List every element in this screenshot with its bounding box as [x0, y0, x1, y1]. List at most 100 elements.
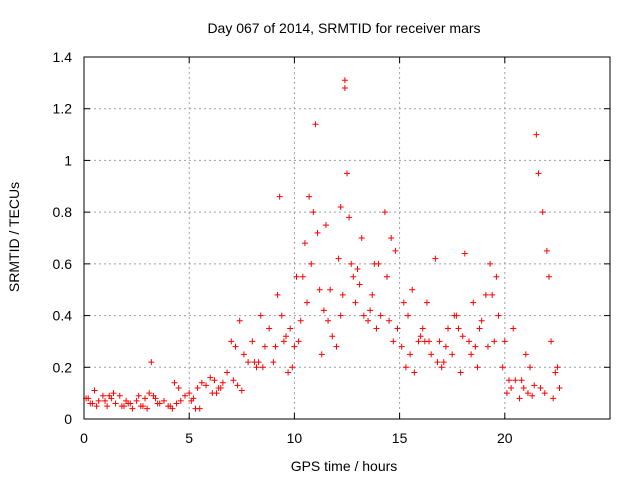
- data-point: [327, 286, 334, 293]
- y-tick-label: 0.2: [53, 359, 73, 375]
- data-point: [207, 374, 214, 381]
- data-point: [472, 343, 479, 350]
- data-point: [253, 364, 260, 371]
- data-point: [449, 351, 456, 358]
- x-tick-label: 0: [80, 430, 88, 446]
- data-point: [224, 369, 231, 376]
- data-point: [487, 260, 494, 267]
- data-point: [282, 333, 289, 340]
- data-point: [455, 325, 462, 332]
- data-point: [133, 397, 140, 404]
- data-point: [556, 384, 563, 391]
- data-point: [95, 397, 102, 404]
- data-point: [104, 403, 111, 410]
- data-point: [468, 351, 475, 358]
- data-point: [320, 307, 327, 314]
- data-point: [344, 170, 350, 177]
- data-point: [522, 351, 529, 358]
- data-point: [337, 203, 344, 210]
- x-tick-label: 20: [497, 430, 513, 446]
- data-point: [289, 364, 296, 371]
- data-point: [392, 247, 399, 254]
- data-point: [527, 364, 534, 371]
- data-point: [291, 343, 298, 350]
- data-point: [266, 325, 273, 332]
- data-point: [478, 317, 485, 324]
- y-tick-label: 0.6: [53, 256, 73, 272]
- data-point: [272, 343, 279, 350]
- x-tick-labels: 0 5 10 15 20: [80, 430, 513, 446]
- data-point: [461, 250, 468, 257]
- data-point: [440, 359, 447, 366]
- data-point: [310, 209, 317, 216]
- data-point: [548, 338, 555, 345]
- x-tick-label: 5: [185, 430, 193, 446]
- data-point: [154, 400, 161, 407]
- y-tick-label: 1.2: [53, 101, 73, 117]
- data-point: [545, 273, 552, 280]
- data-point: [301, 240, 308, 247]
- data-point: [299, 273, 306, 280]
- data-point: [217, 384, 224, 391]
- data-point: [333, 343, 340, 350]
- data-point: [531, 382, 538, 389]
- data-point: [274, 291, 281, 298]
- data-point: [285, 369, 292, 376]
- data-point: [106, 392, 113, 399]
- data-point: [501, 338, 508, 345]
- data-point: [93, 403, 100, 410]
- data-point: [436, 338, 443, 345]
- data-point: [175, 384, 182, 391]
- data-point: [89, 400, 96, 407]
- data-point: [423, 299, 430, 306]
- data-point: [520, 384, 527, 391]
- data-point: [400, 299, 407, 306]
- data-point: [541, 390, 548, 397]
- data-point: [259, 364, 266, 371]
- data-point: [390, 338, 397, 345]
- data-point: [358, 235, 365, 241]
- data-point: [257, 312, 264, 319]
- data-point: [127, 400, 134, 407]
- data-point: [524, 390, 531, 397]
- data-points: [83, 77, 563, 412]
- data-point: [489, 291, 496, 298]
- data-point: [287, 325, 294, 332]
- data-point: [407, 351, 414, 358]
- y-tick-label: 0.8: [53, 204, 73, 220]
- data-point: [476, 325, 483, 332]
- data-point: [337, 312, 344, 319]
- data-point: [186, 390, 193, 397]
- data-point: [341, 77, 348, 84]
- data-point: [295, 338, 302, 345]
- data-point: [373, 325, 380, 332]
- data-point: [341, 85, 348, 92]
- data-point: [308, 260, 315, 267]
- data-point: [470, 299, 477, 306]
- data-point: [211, 377, 218, 384]
- data-point: [459, 333, 466, 340]
- data-point: [335, 255, 342, 262]
- data-point: [85, 395, 92, 402]
- data-point: [188, 397, 195, 404]
- data-point: [346, 214, 353, 221]
- data-point: [493, 273, 500, 280]
- data-point: [432, 255, 439, 262]
- data-point: [230, 377, 237, 384]
- y-tick-label: 1.4: [53, 49, 73, 65]
- data-point: [255, 359, 262, 366]
- data-point: [219, 379, 226, 386]
- data-point: [442, 343, 449, 350]
- data-point: [139, 403, 146, 410]
- data-point: [537, 384, 544, 391]
- y-tick-label: 1: [64, 152, 72, 168]
- data-point: [293, 273, 300, 280]
- data-point: [167, 403, 174, 410]
- data-point: [150, 392, 157, 399]
- data-point: [543, 247, 550, 254]
- data-point: [499, 364, 506, 371]
- data-point: [329, 333, 336, 340]
- data-point: [203, 382, 210, 389]
- data-point: [516, 395, 523, 402]
- data-point: [419, 325, 426, 332]
